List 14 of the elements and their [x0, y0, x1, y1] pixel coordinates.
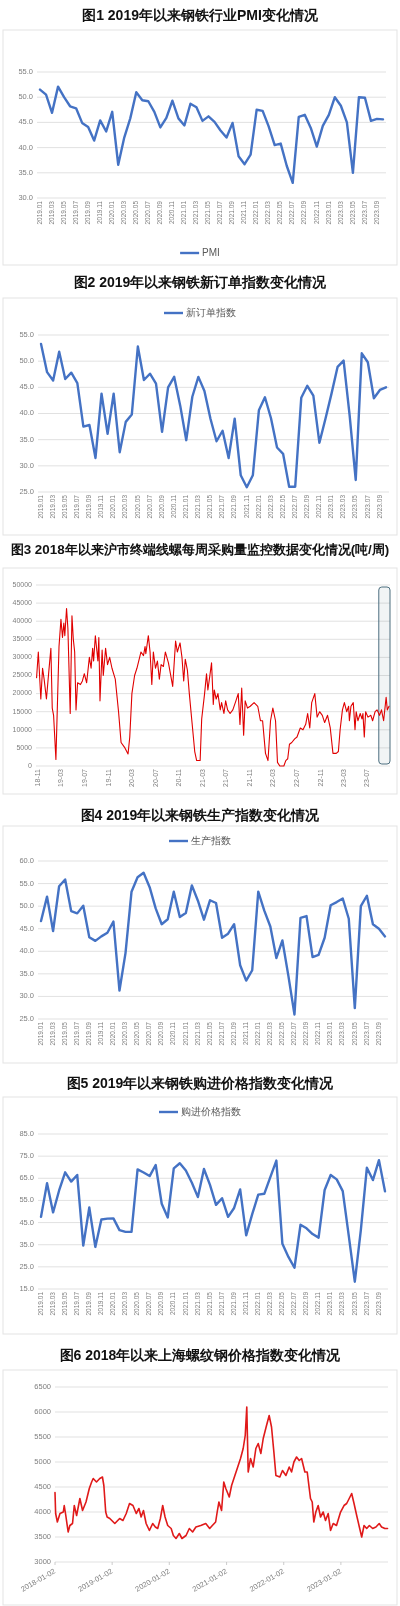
legend: 购进价格指数 — [159, 1105, 241, 1117]
title: 图3 2018年以来沪市终端线螺每周采购量监控数据变化情况(吨/周) — [10, 541, 390, 557]
legend-label: PMI — [202, 246, 220, 258]
title: 图2 2019年以来钢铁新订单指数变化情况 — [73, 273, 327, 290]
legend-label: 生产指数 — [191, 834, 231, 846]
title: 图4 2019年以来钢铁生产指数变化情况 — [80, 806, 320, 823]
legend: PMI — [180, 246, 220, 258]
title: 图5 2019年以来钢铁购进价格指数变化情况 — [66, 1074, 334, 1091]
legend: 新订单指数 — [164, 306, 236, 318]
title: 图6 2018年以来上海螺纹钢价格指数变化情况 — [59, 1346, 341, 1363]
legend-label: 新订单指数 — [186, 306, 236, 318]
legend-label: 购进价格指数 — [181, 1105, 241, 1117]
legend: 生产指数 — [169, 834, 231, 846]
title: 图1 2019年以来钢铁行业PMI变化情况 — [82, 6, 318, 23]
